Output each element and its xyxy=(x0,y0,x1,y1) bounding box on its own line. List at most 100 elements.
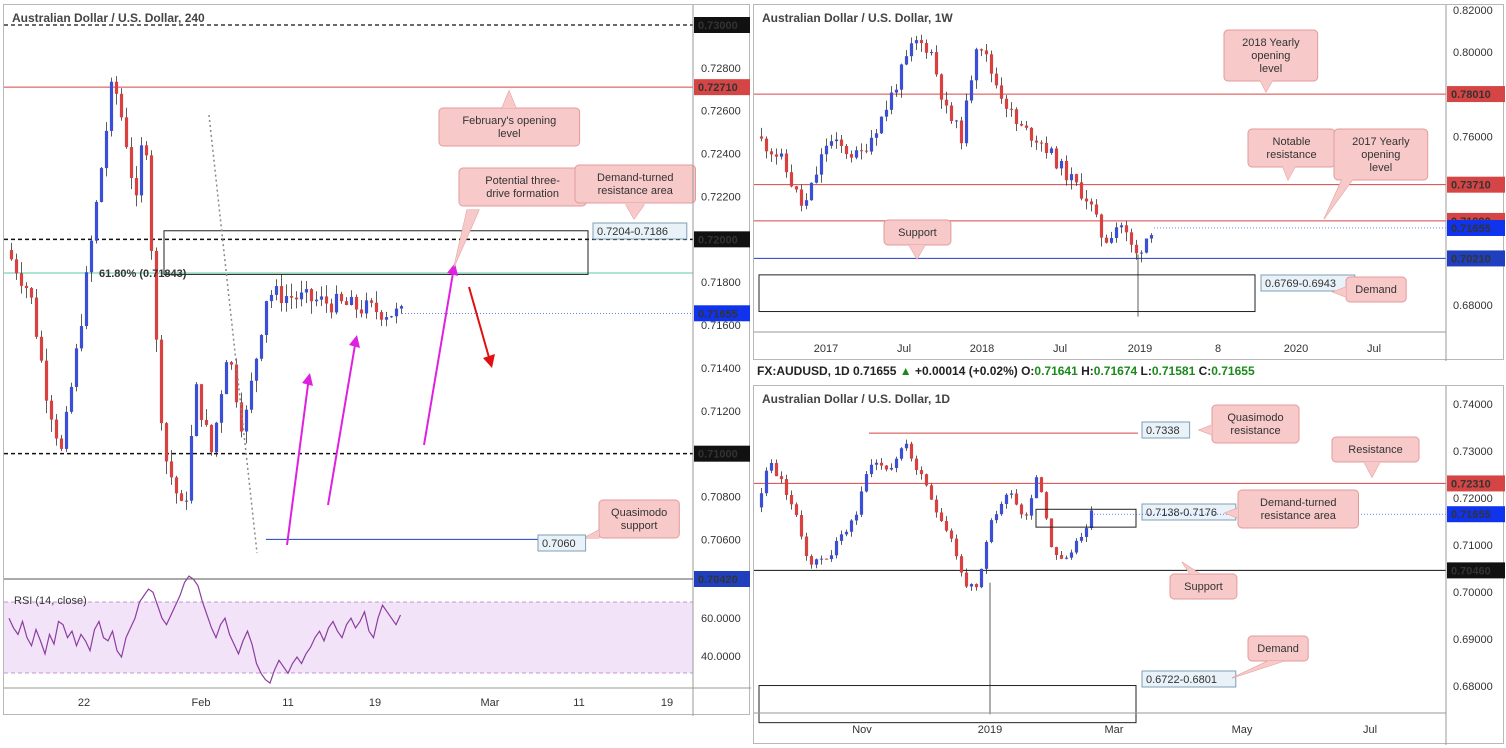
h4-quasimodo-callout-box xyxy=(598,499,680,539)
d-price-tag-0.70460: 0.70460 xyxy=(1447,562,1505,579)
weekly-title: Australian Dollar / U.S. Dollar, 1W xyxy=(762,11,953,25)
d-candle xyxy=(974,584,979,588)
h4-price-tag-0.72000-text: 0.72000 xyxy=(698,234,738,246)
d-x-label-Jul: Jul xyxy=(1363,724,1377,736)
d-candle xyxy=(934,499,939,513)
w-demand-callout-pointer-fill xyxy=(1333,287,1346,297)
d-candle xyxy=(989,520,994,542)
h4-candle xyxy=(39,336,44,361)
h4-demand-turned-callout-pointer-fill xyxy=(626,205,644,219)
d-price-tag-0.71655-text: 0.71655 xyxy=(1451,509,1491,521)
h4-candle xyxy=(379,312,384,320)
h4-candle xyxy=(399,306,404,309)
h4-candle xyxy=(304,289,309,293)
w-y-label-0.68000: 0.68000 xyxy=(1453,300,1493,312)
w-candle xyxy=(824,145,829,155)
d-candle xyxy=(814,559,819,565)
d-candle xyxy=(949,530,954,539)
h4-candle xyxy=(239,402,244,432)
h4-candle xyxy=(139,145,144,196)
h4-price-tag-0.71000-bg xyxy=(694,445,750,462)
h4-feb-open-callout-box xyxy=(438,107,581,147)
w-candle xyxy=(854,150,859,158)
d-candle xyxy=(1009,493,1014,495)
h4-red-arrow xyxy=(468,286,491,362)
h4-y-label-0.70600: 0.70600 xyxy=(701,534,741,546)
d-candle xyxy=(1024,514,1029,516)
d-zone-label: 0.7138-0.7176 xyxy=(1146,507,1217,519)
h4-price-tag-0.73000: 0.73000 xyxy=(694,17,750,33)
d-candle xyxy=(979,568,984,588)
weekly-chart-panel[interactable]: 0.6769-0.6943 2018 Yearly opening level Nota… xyxy=(753,4,1505,361)
d-candle xyxy=(904,443,909,449)
w-candle xyxy=(1139,252,1144,254)
h4-candle xyxy=(274,286,279,295)
w-notable-callout-line-1: Notable xyxy=(1273,136,1311,148)
h4-candle xyxy=(119,93,124,118)
h4-candle xyxy=(89,240,94,273)
d-price-tag-0.72310: 0.72310 xyxy=(1447,475,1505,492)
d-y-label-0.72000: 0.72000 xyxy=(1453,493,1493,505)
daily-title: Australian Dollar / U.S. Dollar, 1D xyxy=(762,392,951,406)
w-candle xyxy=(849,154,854,158)
h4-candle xyxy=(364,300,369,314)
w-candle xyxy=(1074,174,1079,183)
h4-candle xyxy=(189,436,194,501)
h4-candle xyxy=(254,358,259,381)
h4-y-label-0.71600: 0.71600 xyxy=(701,320,741,332)
up-triangle-icon: ▲ xyxy=(899,364,912,378)
d-support-callout: Support xyxy=(1169,561,1238,600)
w-candle xyxy=(1149,235,1154,239)
w-candle xyxy=(939,74,944,100)
w-x-label-2020: 2020 xyxy=(1284,343,1308,355)
h4-x-label-Feb: Feb xyxy=(192,697,211,709)
d-price-tag-0.70460-bg xyxy=(1447,562,1505,579)
w-y-label-0.76000: 0.76000 xyxy=(1453,131,1493,143)
d-demand-turned-callout-line-2: resistance area xyxy=(1261,510,1337,522)
d-x-label-Nov: Nov xyxy=(852,724,872,736)
w-notable-callout-line-2: resistance xyxy=(1266,149,1316,161)
w-candle xyxy=(769,151,774,155)
w-candle xyxy=(1024,125,1029,128)
h4-price-tag-0.72000-bg xyxy=(694,231,750,248)
w-candle xyxy=(924,43,929,53)
w-candle xyxy=(819,154,824,175)
h4-chart-panel[interactable]: 0.7204-0.7186 61.80% (0.71843) February's … xyxy=(3,4,751,716)
w-y-label-0.82000: 0.82000 xyxy=(1453,5,1493,17)
d-candle xyxy=(1019,504,1024,515)
d-price-tag-0.72310-text: 0.72310 xyxy=(1451,478,1491,490)
d-candle xyxy=(894,458,899,468)
h4-y-label-0.72400: 0.72400 xyxy=(701,149,741,161)
d-price-tag-0.72310-bg xyxy=(1447,475,1505,492)
d-candle xyxy=(874,462,879,465)
w-candle xyxy=(834,139,839,142)
h4-candle xyxy=(44,360,49,401)
d-candle xyxy=(944,521,949,531)
daily-chart-panel[interactable]: 0.7138-0.7176 0.6722-0.6801 0.7338 Quasimod… xyxy=(753,385,1505,745)
w-candle xyxy=(959,120,964,144)
h4-candle xyxy=(374,302,379,313)
d-candle xyxy=(919,470,924,475)
ohlc-open: 0.71641 xyxy=(1034,364,1078,378)
d-candle xyxy=(794,504,799,516)
d-candle xyxy=(1074,540,1079,553)
h4-quasimodo-callout-line-2: support xyxy=(621,520,658,532)
h4-candle xyxy=(284,296,289,304)
w-x-label-2017: 2017 xyxy=(814,343,838,355)
d-candle xyxy=(1089,510,1094,529)
h4-candle xyxy=(244,409,249,432)
h4-candle xyxy=(169,461,174,478)
d-candle xyxy=(964,572,969,587)
h4-price-tag-0.72710-text: 0.72710 xyxy=(698,82,738,94)
w-candle xyxy=(1014,109,1019,125)
w-support-callout: Support xyxy=(883,219,952,261)
w-price-tag-0.73710: 0.73710 xyxy=(1447,176,1505,193)
w-zone-label: 0.6769-0.6943 xyxy=(1265,278,1336,290)
d-x-label-2019: 2019 xyxy=(978,724,1002,736)
d-candle xyxy=(1054,547,1059,556)
h4-feb-open-callout-pointer-fill xyxy=(502,91,516,108)
d-demand-zone xyxy=(758,685,1137,724)
w-candle xyxy=(1129,232,1134,245)
